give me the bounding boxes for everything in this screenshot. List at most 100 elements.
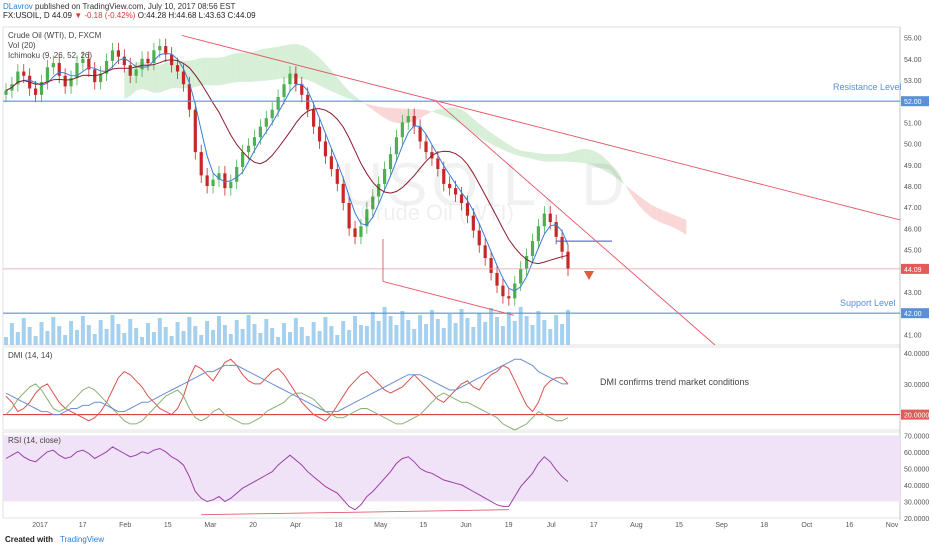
support-label: Support Level <box>840 298 896 308</box>
candle-body <box>306 94 310 110</box>
cloud-segment <box>396 108 403 124</box>
cloud-segment <box>532 152 539 161</box>
candle-body <box>63 75 67 87</box>
candle-body <box>383 169 387 184</box>
candle-body <box>16 71 20 85</box>
cloud-segment <box>621 178 628 189</box>
volume-bar <box>347 330 352 345</box>
cloud-segment <box>195 58 202 88</box>
cloud-segment <box>390 107 397 123</box>
cloud-segment <box>579 148 586 164</box>
footer: Created with TradingView <box>0 532 932 550</box>
candle-body <box>276 96 280 110</box>
volume-bar <box>92 334 97 345</box>
time-tick-label: 20 <box>249 522 257 529</box>
volume-bar <box>175 322 180 345</box>
volume-bar <box>163 327 168 345</box>
rsi-divergence-line <box>201 509 509 516</box>
cloud-segment <box>585 148 592 165</box>
price-tick-label: 54.00 <box>904 57 922 64</box>
volume-bar <box>193 326 198 345</box>
cloud-segment <box>656 207 663 224</box>
cloud-segment <box>289 43 296 79</box>
candle-body <box>495 272 499 286</box>
volume-bar <box>329 326 334 345</box>
volume-bar <box>495 317 500 345</box>
dmi-series-2 <box>5 358 568 416</box>
volume-bar <box>199 335 204 345</box>
legend-ichimoku[interactable]: Ichimoku (9, 26, 52, 26) <box>8 51 93 60</box>
dmi-threshold-tag <box>901 409 929 420</box>
candle-body <box>193 109 197 153</box>
candle-body <box>560 236 564 252</box>
cloud-segment <box>615 169 622 182</box>
tradingview-logo[interactable]: TradingView <box>60 535 105 544</box>
cloud-segment <box>437 108 444 116</box>
dmi-tick-label: 30.0000 <box>904 382 929 389</box>
volume-bar <box>287 332 292 345</box>
time-tick-label: 16 <box>846 522 854 529</box>
volume-bar <box>45 331 50 345</box>
rsi-tick-label: 40.0000 <box>904 483 929 490</box>
cloud-segment <box>633 191 639 206</box>
rsi-tick-label: 20.0000 <box>904 516 929 523</box>
cloud-segment <box>455 107 462 125</box>
cloud-segment <box>313 52 320 86</box>
volume-bar <box>181 331 186 345</box>
volume-bar <box>382 307 387 345</box>
volume-bar <box>299 327 304 345</box>
volume-bars <box>4 307 570 345</box>
price-axis: 55.00 54.00 53.00 52.00 51.00 50.00 49.00 48.00… <box>901 36 929 523</box>
cloud-segment <box>153 64 160 93</box>
volume-bar <box>341 321 346 345</box>
cloud-segment <box>319 57 326 89</box>
cloud-segment <box>461 109 468 129</box>
price-tick-label: 48.00 <box>904 184 922 191</box>
cloud-segment <box>568 151 574 163</box>
volume-bar <box>187 317 192 345</box>
volume-bar <box>216 316 221 345</box>
candle-body <box>39 82 44 95</box>
volume-bar <box>145 323 150 345</box>
time-axis: 2017 17 Feb 15 Mar 20 Apr 18 May 15 Jun 19 Jul 17 Aug 1… <box>32 522 899 529</box>
lower-channel-line <box>382 280 515 316</box>
candle-body <box>353 228 357 237</box>
publish-line: DLavrov published on TradingView.com, Ju… <box>3 1 235 12</box>
legend-rsi[interactable]: RSI (14, close) <box>8 436 61 445</box>
candle-body <box>365 209 369 227</box>
volume-bar <box>140 337 145 345</box>
candle-body <box>75 63 79 78</box>
volume-bar <box>122 333 127 345</box>
time-tick-label: 2017 <box>32 522 48 529</box>
volume-bar <box>211 330 216 345</box>
cloud-segment <box>485 128 492 144</box>
cloud-segment <box>201 57 208 86</box>
indicator-lines <box>3 35 901 516</box>
time-tick-label: Oct <box>801 522 812 529</box>
volume-bar <box>424 324 429 345</box>
candle-body <box>252 137 257 146</box>
author-link[interactable]: DLavrov <box>3 2 33 11</box>
cloud-segment <box>668 212 675 229</box>
candle-body <box>134 69 138 76</box>
cloud-segment <box>443 107 450 119</box>
volume-bar <box>246 315 251 345</box>
volume-bar <box>471 327 476 345</box>
cloud-segment <box>556 153 563 162</box>
volume-bar <box>264 319 269 345</box>
candle-body <box>294 73 298 85</box>
candle-body <box>371 196 375 210</box>
legend-volume[interactable]: Vol (20) <box>8 41 36 50</box>
rsi-tick-label: 50.0000 <box>904 466 929 473</box>
cloud-segment <box>520 150 527 158</box>
legend-instrument[interactable]: Crude Oil (WTI), D, FXCM <box>8 31 102 40</box>
legend-dmi[interactable]: DMI (14, 14) <box>8 351 53 360</box>
candle-body <box>229 181 233 189</box>
candle-body <box>152 50 156 64</box>
candle-body <box>300 84 304 95</box>
volume-bar <box>98 320 103 345</box>
cloud-segment <box>124 68 131 100</box>
candle-body <box>548 213 552 223</box>
cloud-segment <box>307 47 314 83</box>
volume-bar <box>27 327 32 345</box>
